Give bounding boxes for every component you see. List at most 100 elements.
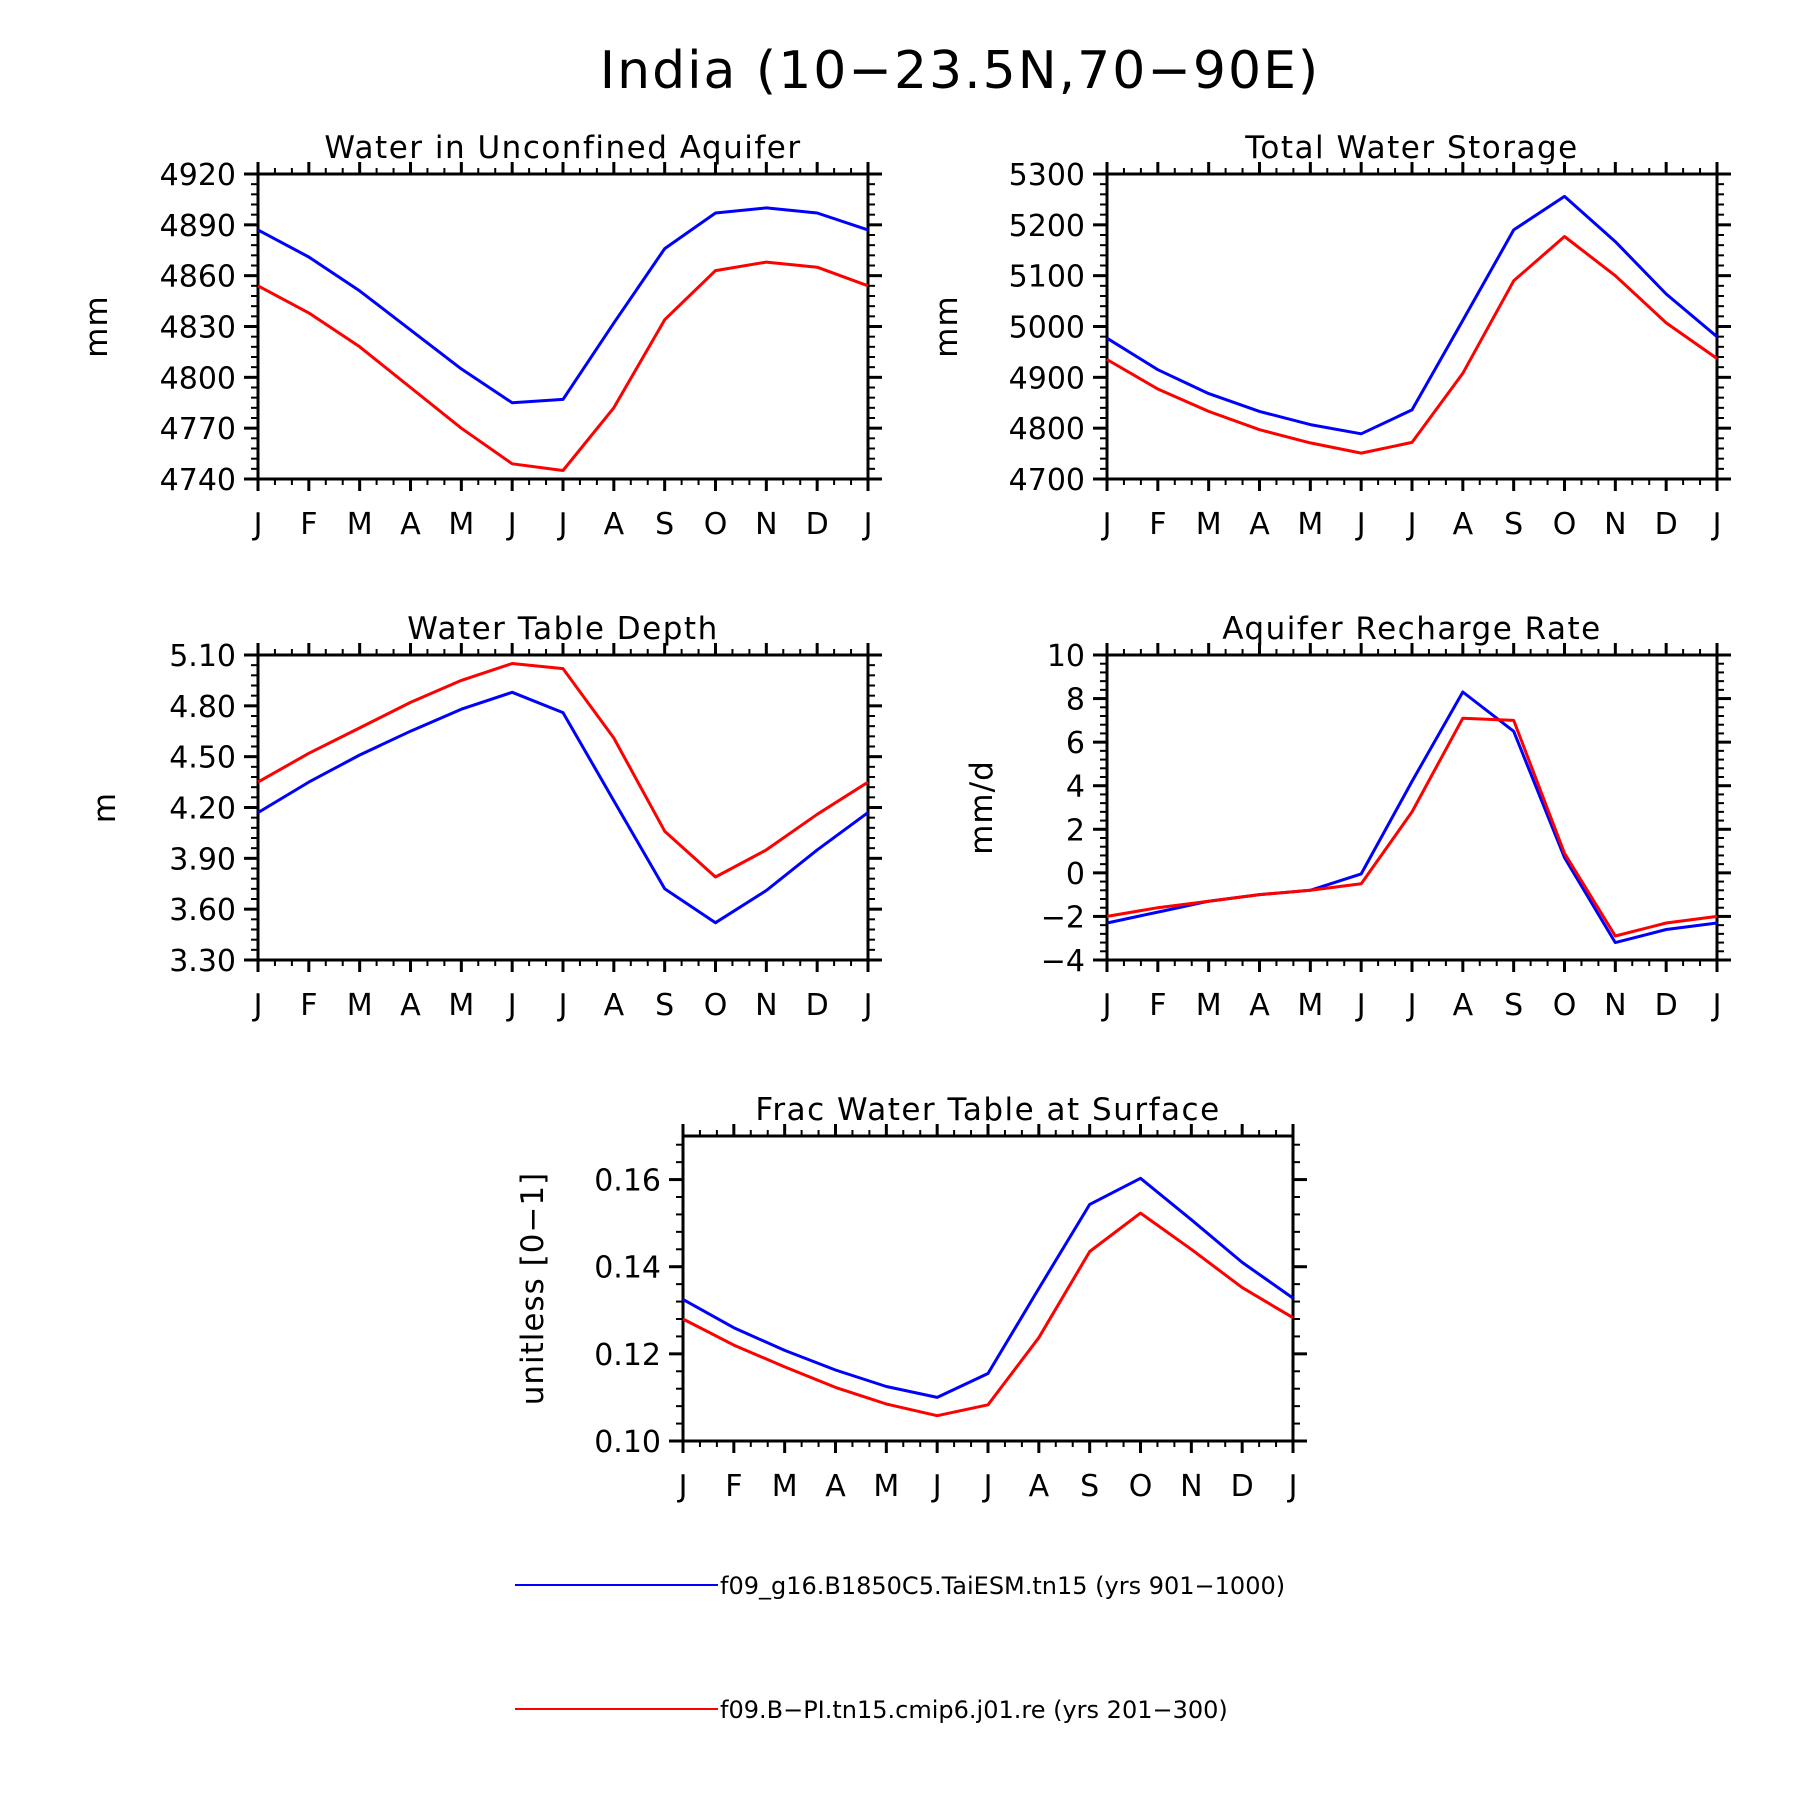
x-tick-label: A <box>1453 507 1474 542</box>
x-tick-label: N <box>1604 507 1626 542</box>
panel-title: Aquifer Recharge Rate <box>1222 611 1601 647</box>
series-line-blue <box>1106 690 1718 945</box>
x-tick-label: N <box>755 507 777 542</box>
y-tick-label: 8 <box>1066 683 1085 718</box>
x-tick-label: M <box>772 1469 798 1504</box>
x-tick-label: F <box>300 988 317 1023</box>
x-tick-label: J <box>1711 507 1722 542</box>
x-tick-label: M <box>347 507 373 542</box>
y-tick-label: 4740 <box>160 463 236 498</box>
y-tick-label: 4770 <box>160 412 236 447</box>
x-tick-label: J <box>557 507 568 542</box>
panel-total-water-storage: J F M A M J J A S O N D J470048004900500051005200530… <box>929 130 1731 542</box>
x-tick-label: J <box>1101 988 1112 1023</box>
plot-frame <box>1105 172 1719 481</box>
x-tick-label: M <box>448 507 474 542</box>
x-tick-label: M <box>873 1469 899 1504</box>
x-tick-label: O <box>1553 988 1577 1023</box>
x-tick-label: J <box>1101 507 1112 542</box>
x-tick-label: J <box>982 1469 993 1504</box>
y-tick-label: 0.14 <box>594 1251 661 1286</box>
x-tick-label: J <box>1355 988 1366 1023</box>
legend-label-1: f09.B−PI.tn15.cmip6.j01.re (yrs 201−300) <box>720 1696 1228 1724</box>
series-line-blue <box>682 1176 1294 1399</box>
y-tick-label: 3.90 <box>169 842 236 877</box>
figure-title: India (10−23.5N,70−90E) <box>600 41 1320 101</box>
x-tick-label: S <box>1504 507 1523 542</box>
y-tick-label: −2 <box>1041 900 1085 935</box>
y-tick-label: 5.10 <box>169 639 236 674</box>
x-tick-label: D <box>1231 1469 1254 1504</box>
x-tick-label: J <box>252 507 263 542</box>
x-tick-label: A <box>400 507 421 542</box>
y-tick-label: 4920 <box>160 158 236 193</box>
y-tick-label: 4860 <box>160 260 236 295</box>
series-line-blue <box>257 206 869 405</box>
series-line-red <box>1106 716 1718 938</box>
x-tick-label: J <box>862 507 873 542</box>
x-tick-label: F <box>300 507 317 542</box>
x-tick-label: D <box>1655 988 1678 1023</box>
x-tick-label: F <box>1149 507 1166 542</box>
x-tick-label: J <box>506 988 517 1023</box>
y-axis-label: m <box>87 792 123 823</box>
y-tick-label: 3.60 <box>169 893 236 928</box>
x-tick-label: J <box>506 507 517 542</box>
x-tick-label: F <box>725 1469 742 1504</box>
x-tick-label: J <box>1406 988 1417 1023</box>
y-axis-label: unitless [0−1] <box>515 1172 551 1406</box>
y-axis-label: mm <box>79 295 115 357</box>
x-tick-label: A <box>604 507 625 542</box>
y-axis-label: mm <box>929 295 965 357</box>
x-tick-label: J <box>862 988 873 1023</box>
x-tick-label: D <box>806 507 829 542</box>
x-tick-label: A <box>1029 1469 1050 1504</box>
panel-title: Water Table Depth <box>407 611 718 647</box>
x-tick-label: M <box>347 988 373 1023</box>
series-line-red <box>1106 235 1718 455</box>
x-tick-label: J <box>677 1469 688 1504</box>
x-tick-label: D <box>1655 507 1678 542</box>
x-tick-label: A <box>825 1469 846 1504</box>
x-tick-label: S <box>655 988 674 1023</box>
y-tick-label: 4.50 <box>169 741 236 776</box>
series-line-blue <box>257 690 869 925</box>
y-tick-label: 0.10 <box>594 1425 661 1460</box>
y-tick-label: 4900 <box>1009 361 1085 396</box>
x-tick-label: M <box>1297 507 1323 542</box>
panel-title: Total Water Storage <box>1244 130 1579 166</box>
y-tick-label: 0.12 <box>594 1338 661 1373</box>
y-tick-label: 3.30 <box>169 944 236 979</box>
panel-water-table-depth: J F M A M J J A S O N D J3.303.603.904.204.504.805.1… <box>87 611 882 1023</box>
x-tick-label: A <box>604 988 625 1023</box>
y-tick-label: 4800 <box>160 361 236 396</box>
y-tick-label: 2 <box>1066 813 1085 848</box>
panel-title: Frac Water Table at Surface <box>755 1092 1220 1128</box>
y-tick-label: 4890 <box>160 209 236 244</box>
y-tick-label: 0 <box>1066 857 1085 892</box>
y-tick-label: 4 <box>1066 770 1085 805</box>
y-axis-label: mm/d <box>964 760 1000 855</box>
series-line-red <box>257 662 869 879</box>
x-tick-label: N <box>755 988 777 1023</box>
x-tick-label: M <box>448 988 474 1023</box>
series-line-red <box>257 260 869 472</box>
x-tick-label: O <box>1129 1469 1153 1504</box>
x-tick-label: O <box>704 988 728 1023</box>
x-tick-label: J <box>1711 988 1722 1023</box>
x-tick-label: A <box>1249 988 1270 1023</box>
y-tick-label: 4830 <box>160 311 236 346</box>
x-tick-label: J <box>1287 1469 1298 1504</box>
panel-title: Water in Unconfined Aquifer <box>324 130 801 166</box>
x-tick-label: M <box>1297 988 1323 1023</box>
x-tick-label: O <box>1553 507 1577 542</box>
x-tick-label: O <box>704 507 728 542</box>
series-line-blue <box>1106 194 1718 436</box>
x-tick-label: J <box>557 988 568 1023</box>
y-tick-label: 4700 <box>1009 463 1085 498</box>
series-line-red <box>682 1211 1294 1418</box>
x-tick-label: S <box>1504 988 1523 1023</box>
